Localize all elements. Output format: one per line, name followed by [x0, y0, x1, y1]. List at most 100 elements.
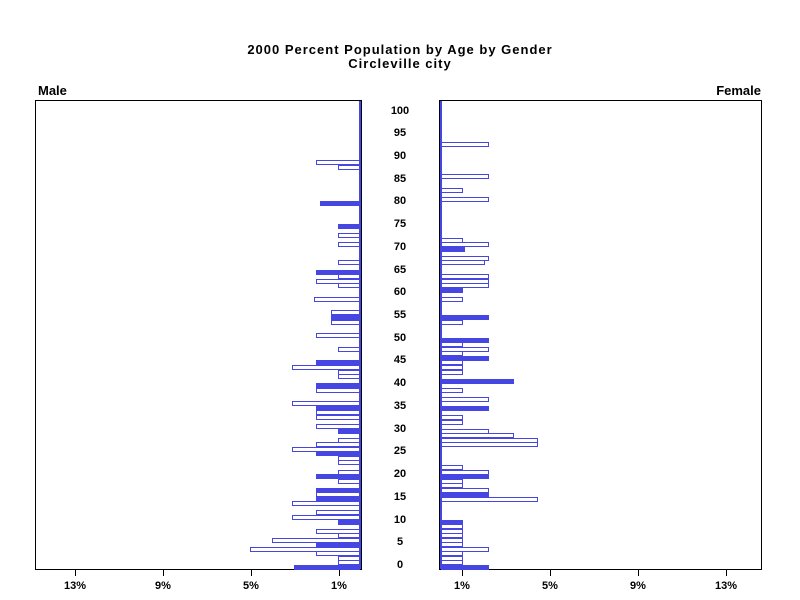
bar-female-age-21 [441, 469, 489, 475]
bar-female-age-30 [441, 428, 489, 434]
bar-male-age-35 [316, 405, 360, 411]
female-pct-5-tick [550, 570, 551, 576]
bar-female-age-1 [441, 560, 463, 566]
bar-male-age-54 [331, 319, 360, 325]
chart-title-line2: Circleville city [348, 56, 452, 71]
male-panel-label: Male [38, 83, 67, 98]
bar-male-age-19 [338, 478, 360, 484]
bar-female-age-19 [441, 478, 463, 484]
male-pct-9-label: 9% [155, 580, 171, 592]
bar-male-age-5 [316, 542, 360, 548]
bar-female-age-32 [441, 419, 463, 425]
bar-male-age-43 [338, 369, 360, 375]
bar-female-age-67 [441, 260, 485, 266]
bar-female-age-35 [441, 405, 489, 411]
bar-female-age-72 [441, 237, 463, 243]
female-pct-13-tick [726, 570, 727, 576]
female-pct-9-tick [638, 570, 639, 576]
bar-female-age-22 [441, 465, 463, 470]
bar-male-age-62 [338, 283, 360, 289]
age-tick-label-95: 95 [393, 127, 407, 140]
age-tick-label-25: 25 [393, 445, 407, 458]
bar-female-age-28 [441, 437, 538, 443]
bar-male-age-17 [316, 487, 360, 493]
bar-female-age-44 [441, 365, 463, 371]
bar-female-age-39 [441, 387, 463, 393]
bar-male-age-39 [316, 387, 360, 393]
bar-female-age-64 [441, 274, 489, 280]
bar-male-age-56 [331, 310, 360, 316]
bar-female-age-46 [441, 355, 489, 361]
chart-title-line1: 2000 Percent Population by Age by Gender [247, 42, 553, 57]
bar-female-age-54 [441, 319, 463, 325]
bar-female-age-15 [441, 496, 538, 502]
bar-male-age-40 [316, 383, 360, 389]
age-tick-label-65: 65 [393, 263, 407, 276]
male-pct-1-label: 1% [331, 580, 347, 592]
age-tick-label-100: 100 [390, 104, 410, 117]
bar-female-age-29 [441, 433, 514, 439]
bar-female-age-68 [441, 255, 489, 261]
bar-male-age-65 [316, 269, 360, 275]
male-zero-baseline [359, 101, 361, 569]
male-pct-9-tick [163, 570, 164, 576]
bar-male-age-42 [338, 374, 360, 380]
age-tick-label-75: 75 [393, 218, 407, 231]
bar-female-age-71 [441, 242, 489, 248]
bar-female-age-93 [441, 142, 489, 148]
bar-male-age-21 [338, 469, 360, 475]
bar-female-age-5 [441, 542, 463, 548]
bar-male-age-45 [316, 360, 360, 366]
male-panel [35, 100, 362, 570]
age-tick-label-15: 15 [393, 490, 407, 503]
bar-male-age-12 [316, 510, 360, 516]
bar-male-age-10 [338, 519, 360, 525]
bar-male-age-25 [316, 451, 360, 457]
bar-male-age-14 [292, 501, 360, 507]
bar-male-age-63 [316, 278, 360, 284]
age-tick-label-35: 35 [393, 399, 407, 412]
female-pct-9-label: 9% [630, 580, 646, 592]
bar-female-age-61 [441, 287, 463, 293]
bar-male-age-27 [316, 442, 360, 448]
bar-male-age-20 [316, 474, 360, 480]
bar-female-age-45 [441, 360, 463, 366]
bar-female-age-27 [441, 442, 538, 448]
age-tick-label-0: 0 [396, 559, 404, 571]
female-zero-baseline [440, 101, 442, 569]
age-tick-label-20: 20 [393, 468, 407, 481]
bar-male-age-1 [338, 560, 360, 566]
bar-male-age-33 [316, 415, 360, 420]
bar-male-age-24 [338, 455, 360, 461]
bar-female-age-16 [441, 492, 489, 498]
bar-female-age-17 [441, 487, 489, 493]
bar-female-age-4 [441, 546, 489, 552]
age-tick-label-60: 60 [393, 286, 407, 299]
bar-male-age-67 [338, 260, 360, 266]
age-tick-label-90: 90 [393, 149, 407, 162]
bar-male-age-34 [316, 410, 360, 416]
female-pct-13-label: 13% [714, 580, 738, 592]
bar-female-age-7 [441, 533, 463, 539]
female-pct-1-label: 1% [454, 580, 470, 592]
bar-male-age-59 [314, 296, 360, 302]
bar-female-age-48 [441, 346, 489, 352]
male-pct-1-tick [339, 570, 340, 576]
male-pct-5-tick [251, 570, 252, 576]
bar-male-age-23 [338, 460, 360, 466]
bar-male-age-36 [292, 401, 360, 407]
age-tick-label-40: 40 [393, 377, 407, 390]
bar-female-age-63 [441, 278, 489, 284]
bar-male-age-11 [292, 515, 360, 520]
bar-male-age-55 [331, 315, 360, 321]
bar-male-age-88 [338, 165, 360, 171]
bar-female-age-55 [441, 315, 489, 321]
female-pct-1-tick [462, 570, 463, 576]
bar-female-age-59 [441, 296, 463, 302]
bar-female-age-9 [441, 524, 463, 530]
age-tick-label-10: 10 [393, 513, 407, 526]
bar-female-age-86 [441, 174, 489, 180]
bar-female-age-47 [441, 351, 463, 357]
bar-female-age-2 [441, 555, 463, 561]
bar-male-age-44 [292, 365, 360, 371]
